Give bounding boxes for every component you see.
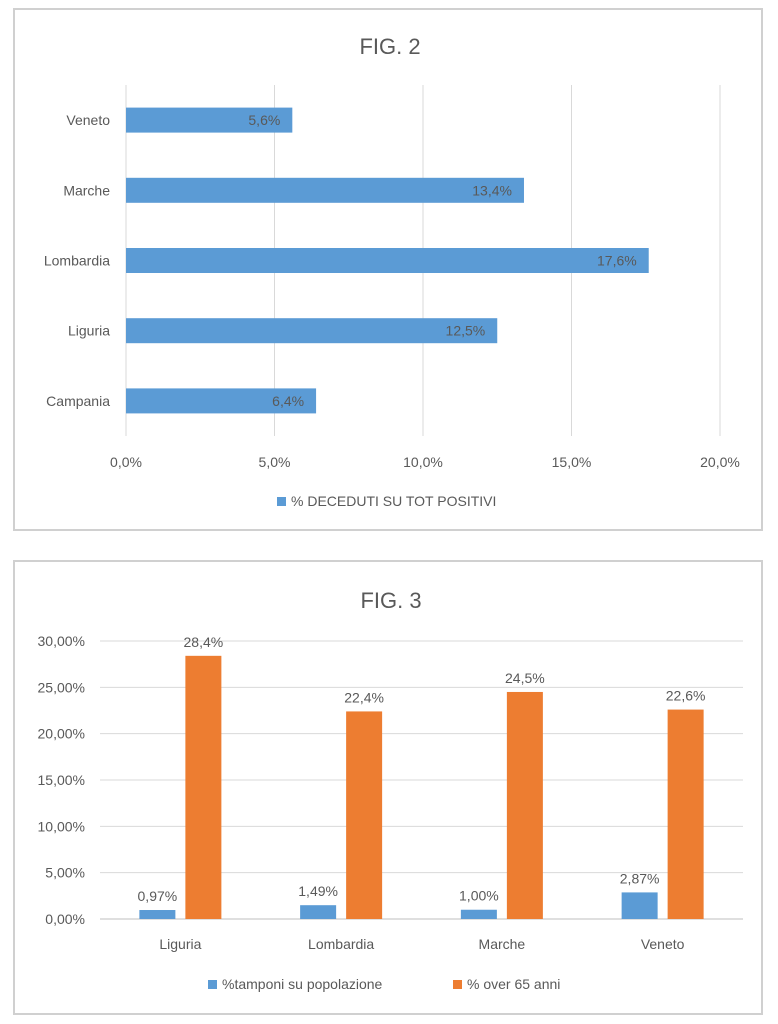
fig2-bar-campania (126, 388, 317, 414)
fig3-bar-tamponi-su-popolazione-veneto (621, 892, 658, 919)
fig2-category-label: Veneto (66, 112, 110, 128)
fig3-category-label: Lombardia (308, 936, 374, 952)
fig2-data-label: 12,5% (446, 323, 486, 339)
fig2-x-tick-label: 0,0% (110, 454, 142, 470)
fig2-category-label: Campania (46, 393, 110, 409)
fig2-x-tick-label: 10,0% (403, 454, 443, 470)
fig3-bar-tamponi-su-popolazione-marche (460, 909, 497, 919)
fig3-bar-over-65-anni-veneto (667, 709, 704, 919)
fig2-data-label: 5,6% (248, 112, 280, 128)
fig2-legend-swatch (277, 497, 286, 506)
fig3-data-label: 1,49% (298, 883, 338, 899)
fig3-y-tick-label: 15,00% (38, 772, 85, 788)
fig3-data-label: 1,00% (459, 888, 499, 904)
fig3-data-label: 24,5% (505, 670, 545, 686)
fig3-legend-swatch-over65 (453, 980, 462, 989)
fig3-y-tick-label: 0,00% (45, 911, 85, 927)
fig3-legend-label-tamponi: %tamponi su popolazione (222, 976, 383, 992)
fig3-data-label: 22,4% (344, 689, 384, 705)
fig3-bar-over-65-anni-marche (506, 691, 543, 919)
fig3-y-tick-label: 5,00% (45, 865, 85, 881)
fig2-data-label: 13,4% (472, 182, 512, 198)
fig3-data-label: 2,87% (620, 870, 660, 886)
fig3-title: FIG. 3 (360, 588, 421, 613)
fig3-category-label: Veneto (641, 936, 685, 952)
fig2-title: FIG. 2 (359, 34, 420, 59)
fig3-chart: FIG. 3 0,97% 28,4% 1,49% 22,4% 1,00% 24,5% 2,8… (38, 588, 743, 992)
fig3-bar-over-65-anni-liguria (185, 655, 222, 919)
fig2-bar-liguria (126, 318, 498, 344)
fig3-bar-tamponi-su-popolazione-lombardia (300, 905, 337, 919)
fig2-category-label: Marche (63, 182, 110, 198)
fig2-category-label: Lombardia (44, 253, 110, 269)
fig3-bar-over-65-anni-lombardia (346, 711, 383, 919)
fig2-chart: FIG. 2 6,4% 12,5% 17,6% 13,4% 5,6% Campania L… (44, 34, 740, 509)
fig3-data-label: 28,4% (184, 634, 224, 650)
fig3-category-label: Marche (479, 936, 526, 952)
fig2-x-tick-label: 15,0% (552, 454, 592, 470)
fig2-x-tick-label: 20,0% (700, 454, 740, 470)
fig3-bar-tamponi-su-popolazione-liguria (139, 910, 176, 919)
fig3-legend-swatch-tamponi (208, 980, 217, 989)
fig2-bar-veneto (126, 107, 293, 133)
fig2-bar-marche (126, 177, 524, 203)
fig3-y-tick-label: 10,00% (38, 818, 85, 834)
fig2-data-label: 17,6% (597, 253, 637, 269)
fig3-data-label: 22,6% (666, 688, 706, 704)
fig3-y-tick-label: 30,00% (38, 633, 85, 649)
fig2-x-tick-label: 5,0% (259, 454, 291, 470)
fig2-legend-label: % DECEDUTI SU TOT POSITIVI (291, 493, 496, 509)
fig3-y-tick-label: 20,00% (38, 726, 85, 742)
fig2-bar-lombardia (126, 248, 649, 273)
fig3-legend-label-over65: % over 65 anni (467, 976, 560, 992)
fig3-chart-panel: FIG. 3 0,97% 28,4% 1,49% 22,4% 1,00% 24,5% 2,8… (13, 560, 763, 1015)
fig2-chart-panel: FIG. 2 6,4% 12,5% 17,6% 13,4% 5,6% Campania L… (13, 8, 763, 531)
fig2-data-label: 6,4% (272, 393, 304, 409)
fig2-category-label: Liguria (68, 323, 110, 339)
fig3-y-tick-label: 25,00% (38, 679, 85, 695)
fig3-data-label: 0,97% (138, 888, 178, 904)
fig3-category-label: Liguria (159, 936, 201, 952)
